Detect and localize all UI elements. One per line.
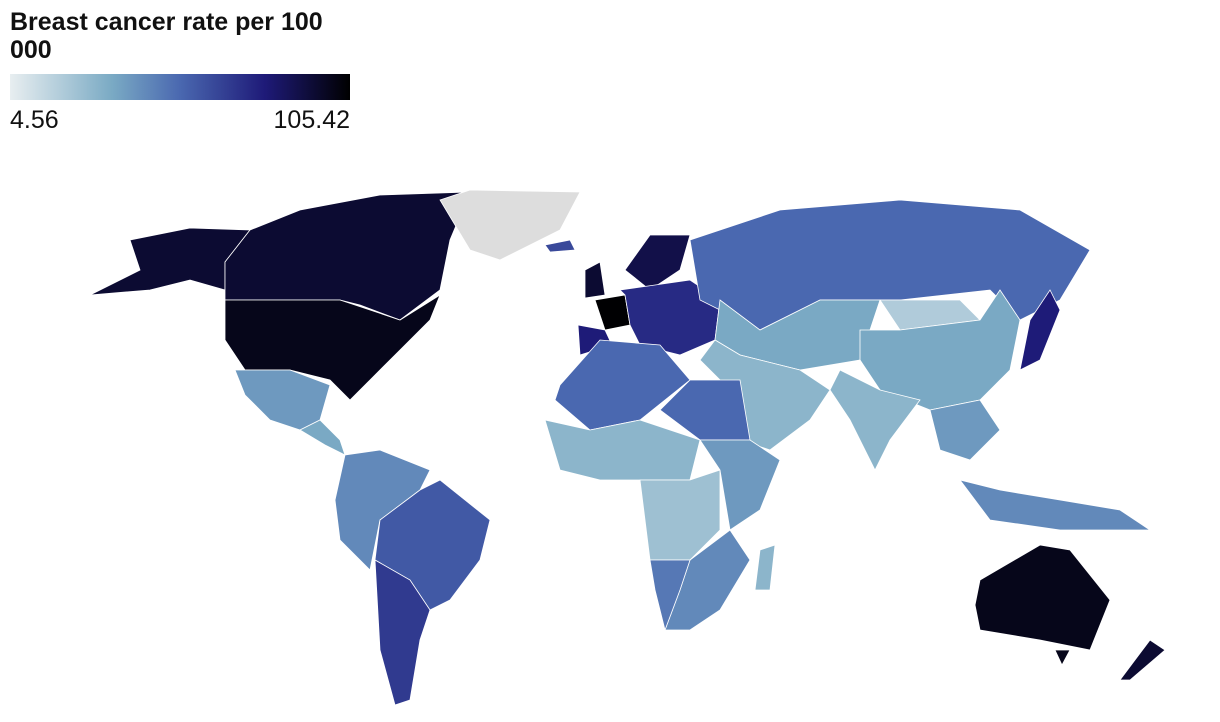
- region: [1019, 289, 1061, 371]
- scale-max-label: 105.42: [273, 106, 350, 134]
- region: [829, 369, 921, 471]
- scale-min-label: 4.56: [10, 106, 59, 134]
- region: [584, 261, 606, 299]
- region: [639, 469, 721, 561]
- region: [699, 339, 831, 451]
- region: [234, 369, 331, 431]
- region: [89, 227, 251, 296]
- region: [1119, 639, 1166, 681]
- region: [544, 239, 576, 253]
- region: [959, 479, 1152, 531]
- region: [554, 339, 691, 431]
- color-scale: [10, 74, 350, 100]
- region: [929, 399, 1001, 461]
- region: [974, 544, 1111, 651]
- region: [374, 559, 431, 706]
- map-title: Breast cancer rate per 100 000: [10, 8, 323, 64]
- region: [544, 419, 701, 481]
- region: [439, 189, 581, 261]
- region: [699, 439, 781, 531]
- region: [859, 289, 1021, 411]
- region: [754, 544, 776, 591]
- region: [649, 559, 691, 632]
- region: [1054, 649, 1071, 666]
- region: [594, 294, 631, 331]
- region: [299, 419, 346, 456]
